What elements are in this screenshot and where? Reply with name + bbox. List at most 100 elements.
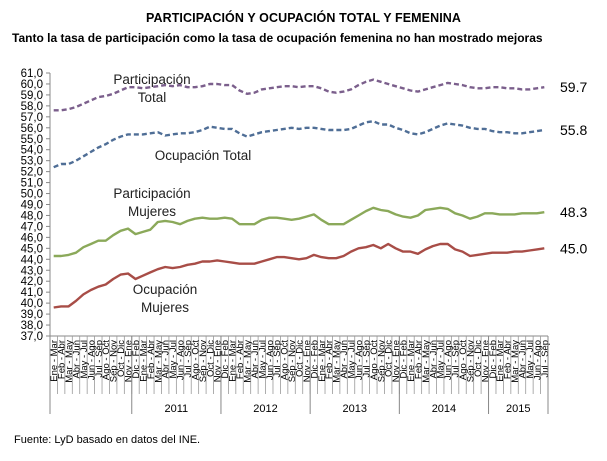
series-name-line: Total (138, 90, 167, 105)
x-tick-label: Ago - Oct (458, 340, 469, 380)
y-tick-label: 55,0 (21, 134, 43, 146)
x-tick-label: Oct - Dic (384, 340, 395, 377)
x-tick-label: Ene - Mar (317, 340, 328, 382)
y-tick-label: 60,0 (21, 79, 43, 91)
year-label: 2011 (165, 403, 189, 415)
x-tick-label: Oct - Dic (205, 340, 216, 377)
series-name-line: Participación (113, 72, 190, 87)
series-name-line: Mujeres (141, 300, 189, 315)
series-line-participaci-n-mujeres (53, 206, 545, 258)
x-tick-label: Nov - Ene (302, 340, 313, 382)
series-lines (53, 78, 545, 309)
x-tick-label: Jul - Sep (183, 340, 194, 378)
y-tick-label: 40,0 (21, 298, 43, 310)
x-tick-label: Sep - Nov (109, 340, 120, 382)
x-tick-label: Ago - Oct (369, 340, 380, 380)
x-tick-label: Jul - Sep (361, 340, 372, 378)
x-tick-label: Nov - Ene (391, 340, 402, 382)
y-tick-label: 43,0 (21, 265, 43, 277)
x-tick-label: Dic - Feb (309, 340, 320, 379)
x-tick-label: Jun - Ago (265, 340, 276, 380)
x-tick-label: Jun - Ago (354, 340, 365, 380)
x-tick-label: Abr - Jun (428, 340, 439, 379)
x-tick-label: Ago - Oct (280, 340, 291, 380)
x-tick-label: Jun - Ago (176, 340, 187, 380)
y-tick-label: 46,0 (21, 232, 43, 244)
y-tick-label: 59,0 (21, 90, 43, 102)
x-tick-label: Ago - Oct (101, 340, 112, 380)
y-tick-label: 38,0 (21, 320, 43, 332)
x-tick-label: May - Jul (436, 340, 447, 379)
series-end-value: 55.8 (560, 122, 587, 138)
x-tick-label: Nov - Ene (124, 340, 135, 382)
x-tick-label: Mar - May (153, 340, 164, 383)
y-tick-label: 54,0 (21, 145, 43, 157)
x-tick-label: Mar - May (510, 340, 521, 383)
x-tick-label: Feb - Abr (324, 340, 335, 379)
x-tick-label: Jun - Ago (443, 340, 454, 380)
y-tick-label: 52,0 (21, 167, 43, 179)
x-tick-label: Jul - Sep (272, 340, 283, 378)
series-name-label: Ocupación Mujeres (133, 282, 198, 315)
x-tick-label: May - Jul (168, 340, 179, 379)
x-tick-label: Feb - Abr (235, 340, 246, 379)
x-tick-label: Dic - Feb (488, 340, 499, 379)
y-tick-label: 42,0 (21, 276, 43, 288)
x-tick-label: May - Jul (79, 340, 90, 379)
chart-subtitle: Tanto la tasa de participación como la t… (12, 31, 543, 45)
x-tick-label: Mar - May (64, 340, 75, 383)
x-tick-label: May - Jul (347, 340, 358, 379)
source-note: Fuente: LyD basado en datos del INE. (14, 434, 201, 446)
x-tick-label: Sep - Nov (287, 340, 298, 382)
series-name-line: Ocupación Total (155, 148, 252, 163)
x-tick-label: Abr - Jun (339, 340, 350, 379)
y-tick-label: 48,0 (21, 210, 43, 222)
x-tick-label: Dic - Feb (399, 340, 410, 379)
x-tick-label: Nov - Ene (480, 340, 491, 382)
series-line-ocupaci-n-total (53, 120, 545, 169)
y-tick-label: 49,0 (21, 200, 43, 212)
x-tick-label: Ene - Mar (495, 340, 506, 382)
y-tick-label: 56,0 (21, 123, 43, 135)
y-tick-label: 41,0 (21, 287, 43, 299)
series-name-line: Mujeres (128, 204, 176, 219)
x-tick-label: Ene - Mar (228, 340, 239, 382)
year-label: 2012 (253, 403, 277, 415)
series-name-line: Ocupación (133, 282, 198, 297)
x-tick-label: Jun - Ago (86, 340, 97, 380)
y-tick-label: 39,0 (21, 309, 43, 321)
year-label: 2015 (506, 403, 530, 415)
year-label: 2013 (343, 403, 367, 415)
x-tick-label: Mar - May (332, 340, 343, 383)
y-tick-label: 53,0 (21, 156, 43, 168)
y-tick-label: 57,0 (21, 112, 43, 124)
y-tick-label: 61,0 (21, 68, 43, 80)
x-tick-label: Abr - Jun (161, 340, 172, 379)
x-tick-label: Abr - Jun (250, 340, 261, 379)
x-tick-label: Feb - Abr (413, 340, 424, 379)
x-tick-label: Abr - Jun (517, 340, 528, 379)
series-line-participaci-n-total (53, 78, 545, 112)
series-name-label: Ocupación Total (155, 148, 252, 163)
x-tick-label: May - Jul (525, 340, 536, 379)
y-tick-label: 51,0 (21, 178, 43, 190)
series-line-ocupaci-n-mujeres (53, 242, 545, 309)
x-tick-label: Sep - Nov (198, 340, 209, 382)
series-name-line: Participación (113, 186, 190, 201)
year-label: 2014 (432, 403, 456, 415)
x-tick-label: Mar - May (242, 340, 253, 383)
y-axis: 37,038,039,040,041,042,043,044,045,046,0… (21, 68, 51, 343)
series-labels: Participación Total 59.7 Ocupación Total 55.… (113, 72, 587, 315)
series-end-value: 59.7 (560, 79, 587, 95)
x-tick-label: Feb - Abr (503, 340, 514, 379)
x-tick-label: Oct - Dic (473, 340, 484, 377)
x-tick-label: Mar - May (421, 340, 432, 383)
series-end-value: 45.0 (560, 240, 587, 256)
y-tick-label: 58,0 (21, 101, 43, 113)
x-tick-label: Ene - Mar (49, 340, 60, 382)
y-tick-label: 37,0 (21, 331, 43, 343)
y-tick-label: 50,0 (21, 189, 43, 201)
x-tick-label: Sep - Nov (376, 340, 387, 382)
